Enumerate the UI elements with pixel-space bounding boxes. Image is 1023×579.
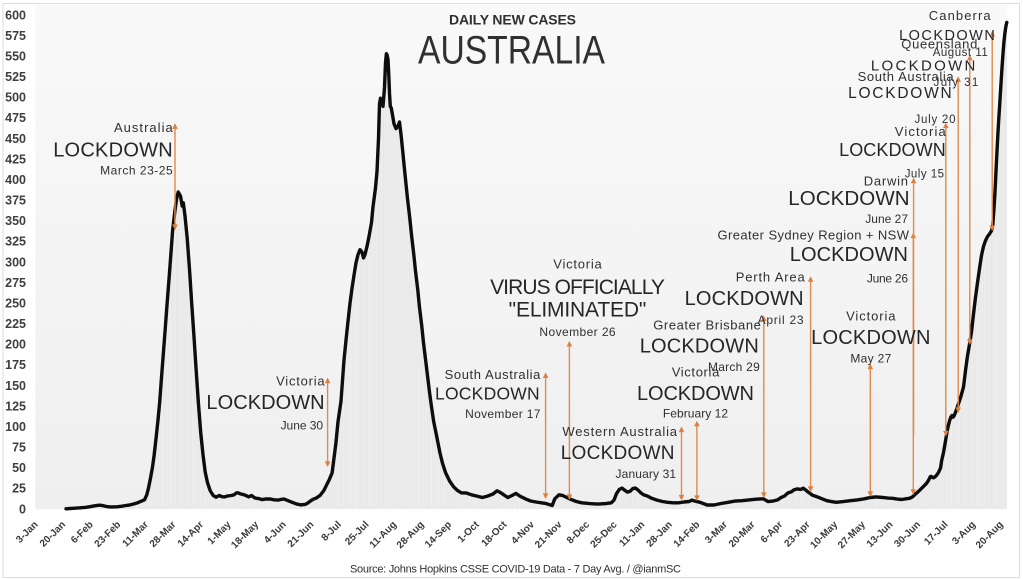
svg-text:LOCKDOWN: LOCKDOWN [640,336,759,358]
svg-text:450: 450 [5,132,26,146]
svg-text:50: 50 [12,461,26,475]
svg-text:June 26: June 26 [867,271,908,285]
svg-text:June 30: June 30 [281,418,324,432]
svg-text:100: 100 [5,420,26,434]
svg-text:225: 225 [5,317,26,331]
svg-text:25: 25 [12,482,26,496]
svg-text:Victoria: Victoria [846,308,896,323]
svg-text:LOCKDOWN: LOCKDOWN [637,383,754,405]
svg-text:125: 125 [5,399,26,413]
svg-text:Victoria: Victoria [672,364,720,379]
svg-text:LOCKDOWN: LOCKDOWN [685,288,804,310]
svg-text:March 29: March 29 [708,360,760,374]
svg-text:550: 550 [5,50,26,64]
svg-text:375: 375 [5,194,26,208]
svg-text:July 20: July 20 [915,114,956,126]
svg-text:Greater Brisbane: Greater Brisbane [653,318,761,333]
svg-text:300: 300 [5,255,26,269]
svg-text:Western Australia: Western Australia [562,424,677,439]
svg-text:400: 400 [5,173,26,187]
svg-text:February 12: February 12 [663,407,729,421]
svg-text:November 26: November 26 [539,325,616,339]
svg-text:Darwin: Darwin [864,174,908,189]
svg-text:July 31: July 31 [934,77,979,89]
svg-text:April 23: April 23 [758,313,804,327]
svg-text:0: 0 [19,502,26,516]
svg-text:LOCKDOWN: LOCKDOWN [871,58,976,75]
svg-text:LOCKDOWN: LOCKDOWN [53,139,173,161]
svg-text:LOCKDOWN: LOCKDOWN [848,85,952,102]
svg-text:May 27: May 27 [850,351,891,365]
svg-text:150: 150 [5,379,26,393]
svg-text:Queensland: Queensland [901,37,977,52]
svg-text:Greater Sydney Region + NSW: Greater Sydney Region + NSW [718,228,910,243]
svg-text:LOCKDOWN: LOCKDOWN [435,384,540,404]
svg-text:475: 475 [5,111,26,125]
svg-text:425: 425 [5,152,26,166]
svg-text:August 11: August 11 [933,47,988,59]
svg-text:200: 200 [5,338,26,352]
svg-text:175: 175 [5,358,26,372]
svg-text:LOCKDOWN: LOCKDOWN [899,28,995,44]
svg-text:Victoria: Victoria [276,374,325,389]
svg-text:Victoria: Victoria [895,124,947,139]
svg-text:LOCKDOWN: LOCKDOWN [839,140,946,160]
svg-text:June 27: June 27 [865,212,908,226]
svg-text:South Australia: South Australia [858,69,955,84]
svg-text:500: 500 [5,91,26,105]
svg-text:LOCKDOWN: LOCKDOWN [811,327,930,349]
svg-text:525: 525 [5,70,26,84]
svg-text:November 17: November 17 [465,407,541,421]
svg-text:LOCKDOWN: LOCKDOWN [788,187,909,210]
svg-text:January 31: January 31 [616,467,677,481]
svg-text:"ELIMINATED": "ELIMINATED" [509,298,647,321]
svg-text:South Australia: South Australia [445,367,542,382]
svg-text:AUSTRALIA: AUSTRALIA [418,28,605,72]
svg-text:LOCKDOWN: LOCKDOWN [206,392,324,414]
svg-text:VIRUS OFFICIALLY: VIRUS OFFICIALLY [490,276,665,299]
svg-text:275: 275 [5,276,26,290]
svg-text:75: 75 [12,441,26,455]
svg-text:250: 250 [5,297,26,311]
svg-text:Perth Area: Perth Area [736,269,806,284]
svg-text:Australia: Australia [114,120,173,135]
svg-text:Source: Johns Hopkins CSSE COV: Source: Johns Hopkins CSSE COVID-19 Data… [350,564,681,576]
svg-text:March 23-25: March 23-25 [100,164,173,178]
svg-text:Victoria: Victoria [553,257,602,272]
svg-text:DAILY NEW CASES: DAILY NEW CASES [449,12,576,28]
svg-text:350: 350 [5,214,26,228]
svg-text:600: 600 [5,8,26,22]
svg-text:LOCKDOWN: LOCKDOWN [561,443,675,464]
svg-text:LOCKDOWN: LOCKDOWN [790,244,908,266]
svg-text:July 15: July 15 [905,168,944,180]
svg-text:575: 575 [5,29,26,43]
svg-text:325: 325 [5,235,26,249]
svg-text:Canberra: Canberra [929,8,992,23]
